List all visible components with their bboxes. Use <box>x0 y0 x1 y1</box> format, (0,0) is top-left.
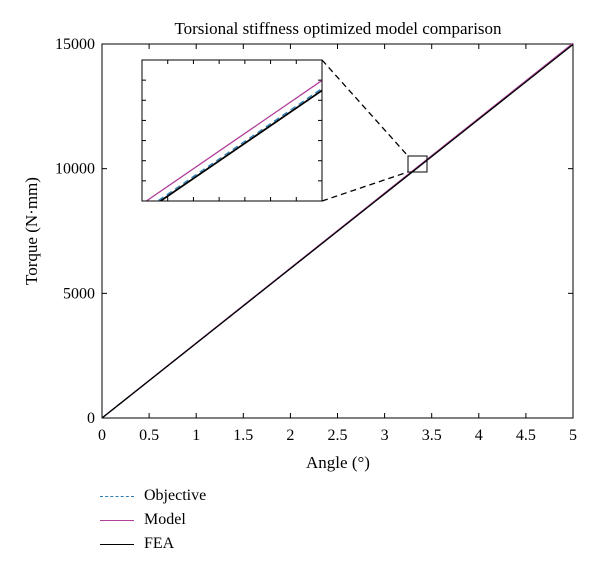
legend-label-model: Model <box>144 511 186 528</box>
legend-swatch-fea <box>100 543 134 545</box>
inset-ticks <box>142 60 322 201</box>
y-axis-label: Torque (N·mm) <box>22 177 41 285</box>
chart-title: Torsional stiffness optimized model comp… <box>174 19 502 38</box>
inset-frame <box>141 59 323 202</box>
x-axis-ticks: 0 0.5 1 1.5 2 2.5 3 3.5 4 4.5 5 <box>98 44 577 444</box>
x-tick-label: 2 <box>286 427 294 444</box>
x-tick-label: 1.5 <box>233 427 253 444</box>
x-tick-label: 3 <box>381 427 389 444</box>
legend-item-fea: FEA <box>100 532 206 556</box>
legend-label-fea: FEA <box>144 535 175 552</box>
y-tick-label: 15000 <box>55 36 95 53</box>
legend-label-objective: Objective <box>144 487 207 504</box>
legend-item-model: Model <box>100 508 206 532</box>
x-tick-label: 2.5 <box>328 427 348 444</box>
series-line-fea <box>101 43 574 419</box>
inset-series-lines <box>145 79 322 201</box>
x-axis-label: Angle (°) <box>306 453 370 472</box>
y-tick-label: 5000 <box>63 285 95 302</box>
inset-background <box>142 60 322 201</box>
y-tick-label: 10000 <box>55 161 95 178</box>
series-lines <box>101 42 574 419</box>
x-tick-label: 1 <box>192 427 200 444</box>
x-tick-label: 0 <box>98 427 106 444</box>
x-tick-label: 4 <box>475 427 483 444</box>
inset-line-objective <box>156 87 322 201</box>
y-tick-label: 0 <box>87 410 95 427</box>
x-tick-label: 3.5 <box>422 427 442 444</box>
x-tick-label: 5 <box>569 427 577 444</box>
inset-line-fea <box>158 89 322 201</box>
zoom-connector-bottom <box>321 171 409 202</box>
legend-swatch-objective <box>100 495 134 497</box>
x-tick-label: 4.5 <box>516 427 536 444</box>
x-tick-label: 0.5 <box>139 427 159 444</box>
zoom-box <box>407 155 428 173</box>
y-axis-ticks: 0 5000 10000 15000 <box>55 36 573 427</box>
legend-swatch-model <box>100 519 134 521</box>
legend-item-objective: Objective <box>100 484 206 508</box>
zoom-connector-top <box>321 59 409 157</box>
inset-line-model <box>145 79 322 201</box>
legend: Objective Model FEA <box>100 484 206 556</box>
